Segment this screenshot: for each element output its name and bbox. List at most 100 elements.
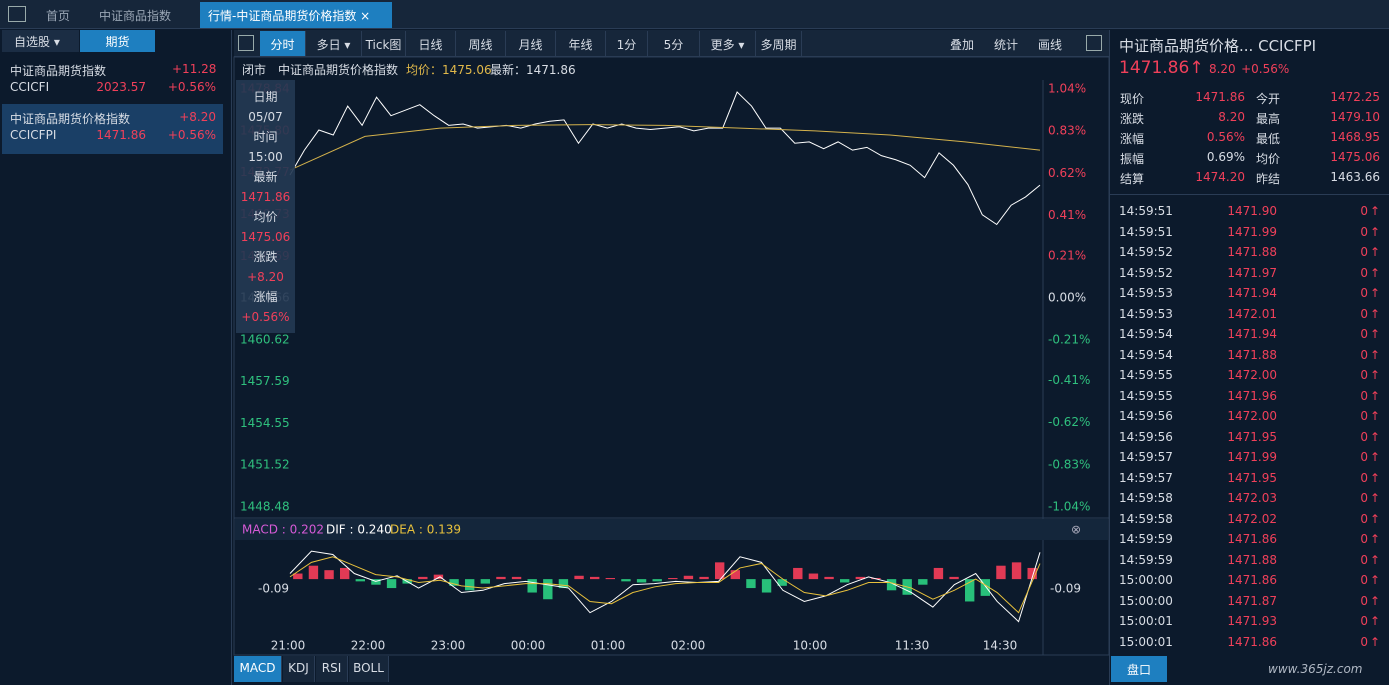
up-arrow: ↑ xyxy=(1370,573,1381,587)
trade-volume: 0 xyxy=(1360,429,1368,444)
up-arrow: ↑ xyxy=(1370,286,1381,300)
quote-label: 涨幅 xyxy=(1120,132,1145,146)
up-arrow: ↑ xyxy=(1370,327,1381,341)
indicator-label: DEA : 0.139 xyxy=(390,523,461,537)
sidebar-tab[interactable]: 期货 xyxy=(80,30,155,52)
trade-price: 1471.93 xyxy=(1227,614,1277,628)
tab-active[interactable]: 行情-中证商品期货价格指数 × xyxy=(200,2,392,28)
x-tick-label: 11:30 xyxy=(895,639,930,653)
macd-bar xyxy=(558,579,569,589)
panel-icon[interactable] xyxy=(1086,35,1102,51)
trade-time: 14:59:56 xyxy=(1119,429,1173,444)
name: 中证商品期货价格指数 xyxy=(10,112,131,126)
trade-time: 15:00:01 xyxy=(1119,614,1173,628)
trade-volume: 0 xyxy=(1360,265,1368,280)
tooltip-text: 涨幅 xyxy=(253,290,278,304)
y2-tick-label: -1.04% xyxy=(1048,500,1090,514)
tab[interactable]: 首页 xyxy=(46,9,71,23)
trade-price: 1472.02 xyxy=(1227,511,1277,526)
name: 中证商品期货指数 xyxy=(10,64,107,78)
macd-bar xyxy=(355,579,365,582)
trade-price: 1471.86 xyxy=(1227,573,1277,587)
up-arrow: ↑ xyxy=(1370,429,1381,444)
tooltip-text: 均价 xyxy=(253,210,278,224)
toolbar-button[interactable]: 5分 xyxy=(648,31,700,56)
macd-bar xyxy=(949,576,959,580)
toolbar-button[interactable]: 分时 xyxy=(260,31,306,56)
trade-time: 14:59:55 xyxy=(1119,388,1173,403)
trade-volume: 0 xyxy=(1360,368,1368,382)
sidebar-tab[interactable]: 自选股 ▾ xyxy=(2,30,79,52)
macd-bar xyxy=(308,565,319,580)
toolbar-button[interactable]: Tick图 xyxy=(362,31,406,56)
trade-volume: 0 xyxy=(1360,532,1368,546)
toolbar-button[interactable]: 多日 ▾ xyxy=(306,31,362,56)
y2-tick-label: 0.62% xyxy=(1048,166,1086,180)
trade-volume: 0 xyxy=(1360,409,1368,423)
macd-bar xyxy=(293,573,303,580)
tooltip-text: +8.20 xyxy=(247,270,284,284)
trade-volume: 0 xyxy=(1360,245,1368,259)
trade-volume: 0 xyxy=(1360,614,1368,628)
macd-bar xyxy=(543,579,553,600)
tooltip-text: 最新 xyxy=(253,170,278,184)
quote-value: 1468.95 xyxy=(1330,130,1380,144)
x-tick-label: 01:00 xyxy=(591,639,626,653)
quote-price: 1471.86↑ 8.20 +0.56% xyxy=(1119,58,1290,78)
trade-price: 1471.87 xyxy=(1227,593,1277,608)
trade-price: 1472.00 xyxy=(1227,368,1277,382)
price: 2023.57 xyxy=(96,80,146,94)
trade-time: 14:59:57 xyxy=(1119,470,1173,485)
toolbar-button[interactable]: 叠加 xyxy=(950,38,975,52)
quote-label: 昨结 xyxy=(1256,172,1281,186)
trade-price: 1471.96 xyxy=(1227,388,1277,403)
close-icon: ⊗ xyxy=(1071,523,1081,537)
trade-time: 14:59:51 xyxy=(1119,224,1173,239)
tab[interactable]: 中证商品指数 xyxy=(99,9,172,23)
quote-title: 中证商品期货价格... CCICFPI xyxy=(1119,35,1316,56)
pct: +0.56% xyxy=(167,80,216,94)
macd-bar xyxy=(496,576,506,580)
trade-time: 14:59:58 xyxy=(1119,511,1173,526)
macd-bar xyxy=(918,579,928,585)
indicator-tab[interactable]: RSI xyxy=(316,656,348,682)
trade-volume: 0 xyxy=(1360,511,1368,526)
macd-bar xyxy=(855,576,865,580)
toolbar-button[interactable]: 多周期 xyxy=(756,31,802,56)
toolbar-button[interactable]: 周线 xyxy=(456,31,506,56)
macd-bar xyxy=(840,579,850,583)
quote-panel xyxy=(1109,30,1389,685)
toolbar-button[interactable]: 日线 xyxy=(406,31,456,56)
indicator-tab[interactable]: MACD xyxy=(234,656,282,682)
trade-price: 1471.88 xyxy=(1227,347,1277,362)
macd-bar xyxy=(433,574,444,580)
macd-bar xyxy=(636,579,647,583)
indicator-tab[interactable]: BOLL xyxy=(349,656,389,682)
toolbar-button[interactable]: 月线 xyxy=(506,31,556,56)
macd-bar xyxy=(386,579,397,589)
indicator-tab[interactable]: KDJ xyxy=(283,656,315,682)
menu-icon[interactable] xyxy=(8,6,26,22)
toolbar-button[interactable]: 1分 xyxy=(606,31,648,56)
macd-bar xyxy=(668,578,678,580)
status-text: 最新：1471.86 xyxy=(490,63,576,77)
quote-value: 1479.10 xyxy=(1330,110,1380,124)
status-text: 均价：1475.06 xyxy=(406,63,492,77)
panel-tab[interactable]: 盘口 xyxy=(1111,656,1167,682)
toolbar-button[interactable]: 画线 xyxy=(1038,38,1063,52)
trade-price: 1472.01 xyxy=(1227,306,1277,321)
x-tick-label: 21:00 xyxy=(271,639,306,653)
macd-bar xyxy=(1027,567,1037,580)
toolbar-button[interactable]: 更多 ▾ xyxy=(700,31,756,56)
quote-value: 1475.06 xyxy=(1330,150,1380,164)
macd-bar xyxy=(699,576,709,580)
quote-label: 今开 xyxy=(1256,92,1281,106)
trade-volume: 0 xyxy=(1360,347,1368,362)
toolbar-button[interactable]: 年线 xyxy=(556,31,606,56)
toolbar-button[interactable]: 统计 xyxy=(994,38,1019,52)
up-arrow: ↑ xyxy=(1370,245,1381,259)
trade-time: 14:59:51 xyxy=(1119,204,1173,218)
y-tick-label: 1448.48 xyxy=(240,500,290,514)
x-tick-label: 10:00 xyxy=(793,639,828,653)
